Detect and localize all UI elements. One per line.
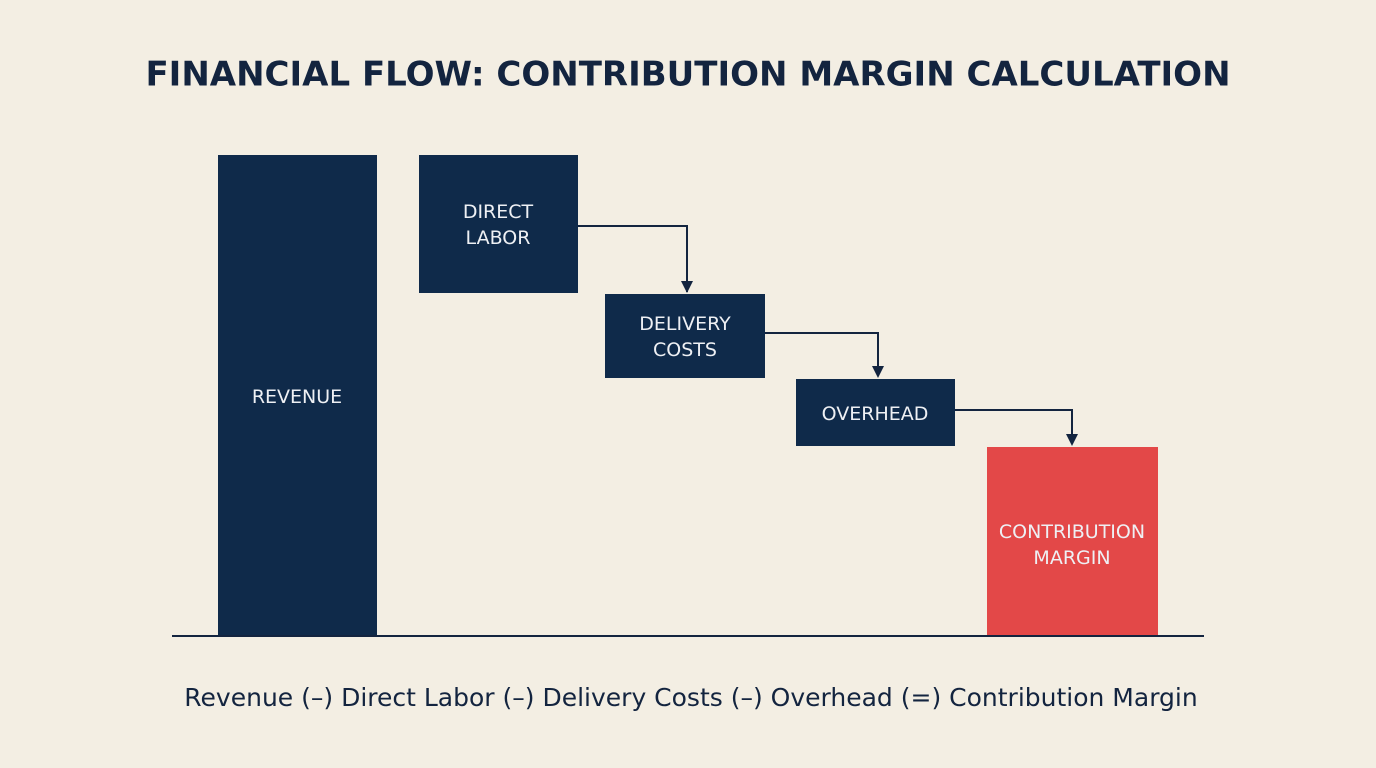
label-line: CONTRIBUTION: [999, 521, 1145, 543]
label-line: DELIVERY: [639, 313, 731, 335]
revenue-box: [218, 155, 377, 636]
arrowhead: [681, 281, 693, 293]
direct-labor-box: [419, 155, 578, 293]
label-line: LABOR: [466, 227, 531, 249]
arrow: [955, 409, 1073, 444]
label-line: OVERHEAD: [822, 403, 929, 425]
node-label: OVERHEAD: [822, 403, 929, 425]
label-line: REVENUE: [252, 386, 342, 408]
title: FINANCIAL FLOW: CONTRIBUTION MARGIN CALC…: [145, 55, 1230, 95]
arrow: [765, 332, 879, 376]
node-label: DIRECT LABOR: [463, 201, 534, 249]
delivery-costs-box: [605, 294, 765, 378]
label-line: DIRECT: [463, 201, 534, 223]
label-line: COSTS: [653, 339, 717, 361]
node-label: REVENUE: [252, 386, 342, 408]
arrowhead: [872, 366, 884, 378]
arrow: [578, 225, 688, 292]
contribution-margin-box: [987, 447, 1158, 636]
formula: Revenue (–) Direct Labor (–) Delivery Co…: [184, 683, 1197, 712]
node-label: CONTRIBUTION MARGIN: [999, 521, 1145, 569]
label-line: MARGIN: [1033, 547, 1110, 569]
node-label: DELIVERY COSTS: [639, 313, 731, 361]
overhead-box: [796, 379, 955, 446]
arrowhead: [1066, 434, 1078, 446]
